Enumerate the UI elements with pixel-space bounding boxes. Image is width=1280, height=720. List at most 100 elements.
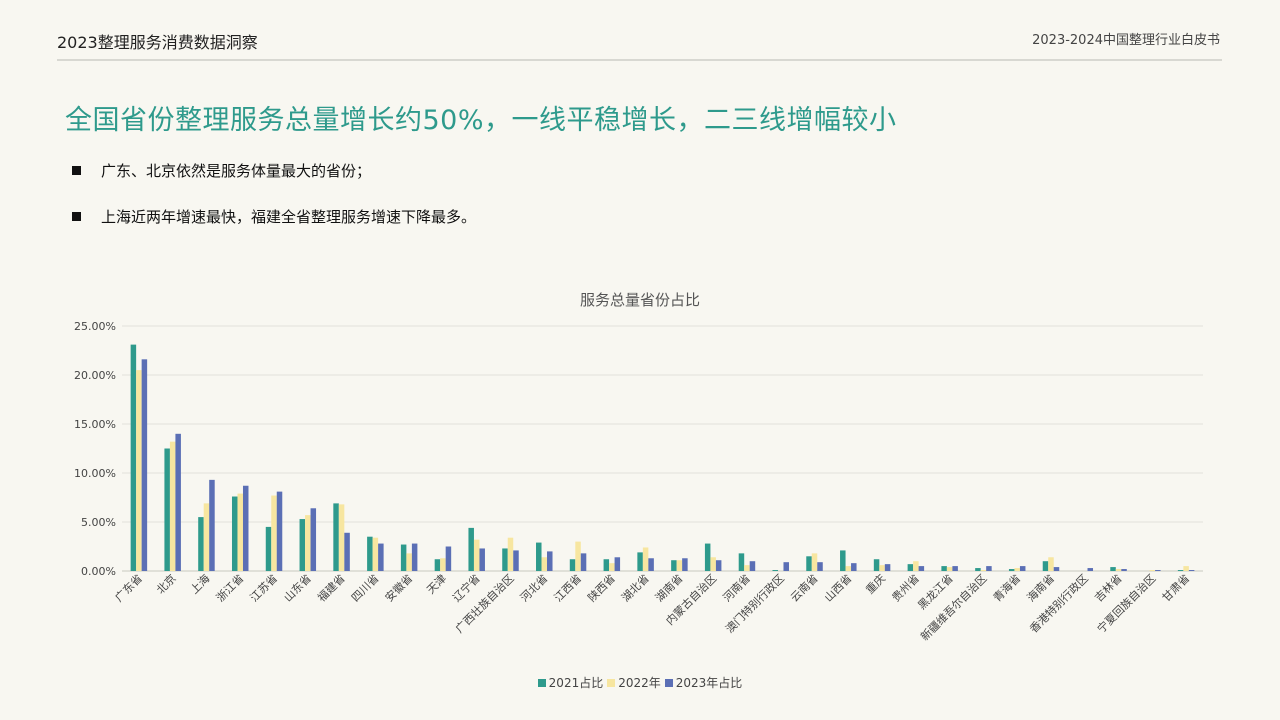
x-tick-label: 辽宁省 bbox=[450, 571, 483, 604]
bar bbox=[265, 526, 272, 571]
x-tick-label: 湖北省 bbox=[619, 572, 652, 605]
x-tick-label: 山东省 bbox=[281, 572, 314, 605]
bar bbox=[1121, 569, 1127, 571]
bar bbox=[231, 496, 238, 571]
x-tick-label: 甘肃省 bbox=[1160, 572, 1193, 605]
x-tick-label: 宁夏回族自治区 bbox=[1094, 571, 1158, 635]
bullet-square-icon bbox=[72, 212, 81, 221]
bar bbox=[772, 570, 778, 571]
bar bbox=[671, 560, 677, 571]
bullet-square-icon bbox=[72, 166, 81, 175]
bar bbox=[1155, 570, 1161, 571]
bar bbox=[1183, 566, 1189, 571]
bar bbox=[310, 508, 317, 571]
legend-item: 2023年占比 bbox=[664, 674, 743, 691]
bar bbox=[845, 566, 852, 571]
bar bbox=[884, 564, 891, 571]
x-tick-label: 广西壮族自治区 bbox=[452, 571, 516, 635]
bar bbox=[209, 479, 215, 571]
bar bbox=[873, 559, 880, 571]
bar bbox=[637, 552, 643, 571]
bar bbox=[744, 565, 750, 571]
bar bbox=[479, 548, 485, 571]
bar bbox=[411, 543, 418, 571]
bar bbox=[1042, 561, 1049, 571]
bar bbox=[242, 485, 249, 571]
y-tick-label: 25.00% bbox=[74, 320, 116, 333]
x-tick-label: 澳门特别行政区 bbox=[723, 571, 787, 635]
x-tick-label: 江西省 bbox=[552, 572, 585, 605]
bar bbox=[175, 433, 181, 571]
x-tick-label: 香港特别行政区 bbox=[1027, 571, 1091, 635]
bar bbox=[749, 561, 756, 571]
bullet-item: 上海近两年增速最快，福建全省整理服务增速下降最多。 bbox=[72, 206, 476, 227]
chart-legend: 2021占比 2022年 2023年占比 bbox=[0, 674, 1280, 691]
x-tick-label: 山西省 bbox=[822, 572, 855, 605]
bar bbox=[1019, 566, 1026, 571]
legend-swatch bbox=[607, 678, 616, 687]
bar bbox=[1008, 569, 1015, 571]
bar bbox=[198, 517, 204, 571]
bar bbox=[1087, 568, 1094, 571]
bar bbox=[918, 566, 925, 571]
legend-swatch bbox=[537, 678, 546, 687]
bar bbox=[130, 344, 137, 571]
bar bbox=[738, 553, 745, 571]
x-tick-label: 天津 bbox=[424, 572, 449, 597]
bar bbox=[783, 562, 789, 571]
bar bbox=[271, 495, 277, 571]
bar bbox=[372, 537, 379, 571]
x-tick-label: 青海省 bbox=[990, 571, 1023, 604]
bar bbox=[440, 558, 446, 571]
bar bbox=[580, 553, 587, 571]
bar bbox=[715, 560, 722, 571]
legend-swatch bbox=[664, 678, 673, 687]
bar bbox=[1014, 568, 1020, 571]
bar bbox=[1110, 567, 1116, 571]
bar bbox=[473, 539, 480, 571]
bar bbox=[333, 503, 339, 571]
bar bbox=[502, 548, 508, 571]
bar bbox=[907, 564, 914, 571]
bar bbox=[575, 541, 581, 571]
bar bbox=[237, 493, 243, 571]
bar bbox=[1115, 569, 1122, 571]
bar bbox=[169, 441, 176, 571]
bar bbox=[507, 537, 514, 571]
bar bbox=[569, 559, 576, 571]
bar bbox=[378, 543, 384, 571]
x-tick-label: 福建省 bbox=[314, 571, 347, 604]
legend-item: 2022年 bbox=[607, 674, 661, 691]
bar bbox=[400, 544, 407, 571]
bar bbox=[445, 546, 452, 571]
legend-label: 2021占比 bbox=[548, 676, 604, 690]
bar bbox=[980, 570, 987, 571]
x-tick-label: 浙江省 bbox=[214, 572, 247, 605]
bar bbox=[1149, 570, 1156, 571]
bar bbox=[642, 547, 649, 571]
bar bbox=[1188, 570, 1195, 571]
x-tick-label: 湖南省 bbox=[653, 572, 686, 605]
x-tick-label: 上海 bbox=[187, 571, 212, 596]
bar bbox=[946, 567, 953, 571]
bar bbox=[682, 558, 688, 571]
legend-label: 2022年 bbox=[618, 676, 661, 690]
bar bbox=[704, 543, 711, 571]
x-tick-label: 河北省 bbox=[518, 572, 551, 605]
bar bbox=[952, 566, 958, 571]
bar bbox=[406, 553, 412, 571]
bar bbox=[1053, 567, 1060, 571]
bar bbox=[710, 557, 716, 571]
bullet-text: 广东、北京依然是服务体量最大的省份； bbox=[101, 162, 372, 180]
bar bbox=[676, 560, 683, 571]
bar bbox=[609, 563, 615, 571]
bar bbox=[305, 515, 311, 571]
header-left-title: 2023整理服务消费数据洞察 bbox=[57, 33, 258, 52]
legend-label: 2023年占比 bbox=[675, 676, 743, 690]
page-headline: 全国省份整理服务总量增长约50%，一线平稳增长，二三线增幅较小 bbox=[65, 105, 897, 136]
x-tick-label: 海南省 bbox=[1024, 571, 1057, 604]
bar bbox=[975, 568, 981, 571]
x-tick-label: 重庆 bbox=[863, 571, 888, 596]
bar bbox=[1177, 570, 1184, 571]
bullet-item: 广东、北京依然是服务体量最大的省份； bbox=[72, 160, 371, 181]
